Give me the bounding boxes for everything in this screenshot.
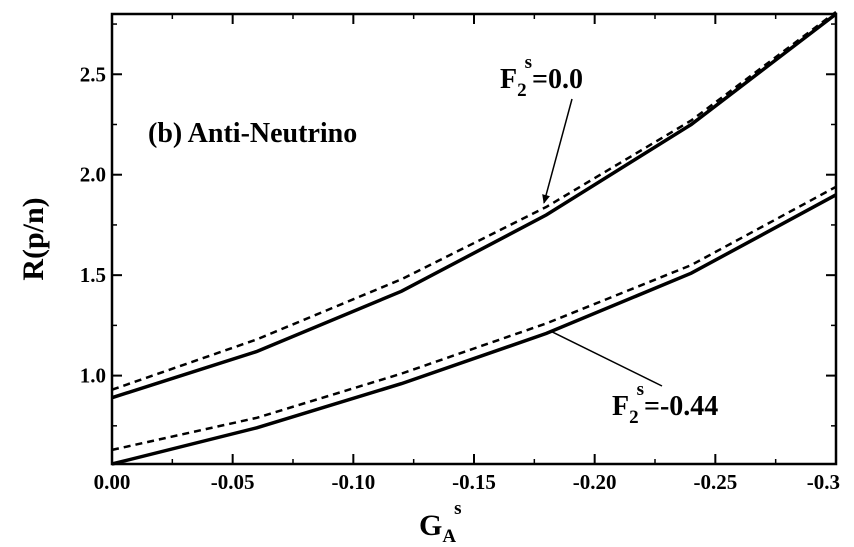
x-axis-label: GAs: [419, 498, 461, 547]
x-tick-label: -0.25: [693, 470, 737, 494]
series-layer: [111, 10, 838, 466]
x-tick-label: -0.20: [573, 470, 617, 494]
series-line-solid-2: [111, 193, 837, 466]
plot-frame: [110, 12, 838, 466]
annotation-arrows: [542, 98, 663, 387]
y-tick-label: 2.5: [80, 62, 106, 86]
x-tick-label: 0.00: [94, 470, 131, 494]
y-axis-label: R(p/n): [17, 197, 50, 280]
axis-ticks: [111, 14, 837, 464]
x-tick-label: -0.05: [211, 470, 255, 494]
y-tick-label: 1.5: [80, 263, 106, 287]
x-tick-label: -0.10: [331, 470, 375, 494]
y-tick-label: 1.0: [80, 364, 106, 388]
series-line-dashed-3: [111, 185, 837, 452]
annotation-arrow-f2s-zero: [542, 98, 573, 204]
x-tick-label: -0.15: [452, 470, 496, 494]
y-tick-label: 2.0: [80, 163, 106, 187]
x-tick-label: -0.3: [807, 470, 840, 494]
panel-label: (b) Anti-Neutrino: [148, 118, 357, 149]
series-line-dashed-1: [111, 10, 837, 391]
tick-labels: 0.00 -0.05 -0.10 -0.15 -0.20 -0.25 -0.3 1.0 1.5 2…: [80, 62, 840, 494]
annotation-line-f2s-neg: [550, 330, 663, 387]
annotation-f2s-zero: F2s=0.0: [500, 52, 583, 101]
series-line-solid-0: [111, 12, 838, 400]
annotation-f2s-neg: F2s=-0.44: [612, 379, 718, 428]
